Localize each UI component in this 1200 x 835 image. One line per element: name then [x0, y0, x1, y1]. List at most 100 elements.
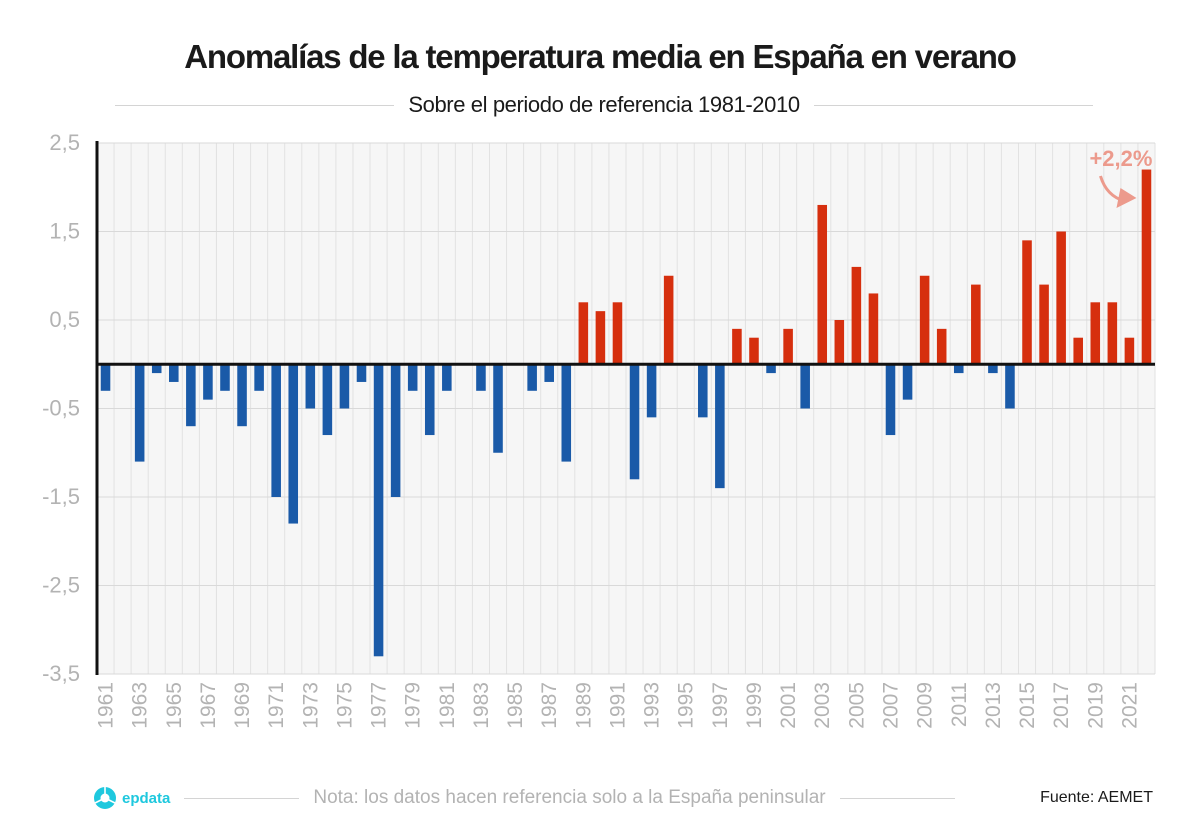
bar-2008: [902, 364, 913, 400]
x-tick-label: 1997: [709, 682, 732, 729]
bar-1984: [493, 364, 503, 453]
bar-1967: [203, 364, 213, 400]
x-tick-label: 1985: [504, 682, 527, 729]
x-tick-label: 2009: [914, 682, 937, 729]
bar-1968: [220, 364, 230, 391]
bar-1980: [424, 364, 435, 436]
x-tick-label: 2013: [982, 682, 1005, 729]
subtitle-row: Sobre el periodo de referencia 1981-2010: [115, 90, 1094, 120]
bar-2014: [1005, 364, 1015, 409]
y-tick-label: 1,5: [49, 219, 80, 244]
bar-1992: [629, 364, 640, 480]
bar-1981: [442, 364, 452, 391]
bar-1988: [561, 364, 572, 462]
bar-2016: [1039, 284, 1049, 365]
bar-1976: [356, 364, 367, 382]
x-tick-label: 1999: [743, 682, 766, 729]
bar-2000: [766, 364, 776, 374]
bar-1983: [476, 364, 486, 391]
bar-2002: [800, 364, 810, 409]
x-tick-label: 1967: [197, 682, 220, 729]
bar-1964: [151, 364, 162, 374]
bar-1979: [407, 364, 418, 391]
bar-1993: [646, 364, 657, 418]
x-tick-label: 1993: [641, 682, 664, 729]
bar-2012: [971, 284, 981, 365]
bar-1997: [715, 364, 725, 489]
bar-1978: [390, 364, 401, 497]
bar-2019: [1090, 302, 1101, 365]
x-tick-label: 1963: [129, 682, 152, 729]
bar-1974: [322, 364, 333, 436]
bar-2020: [1107, 302, 1118, 365]
x-tick-label: 2011: [948, 682, 971, 727]
source-label: Fuente: AEMET: [1040, 789, 1153, 806]
x-tick-label: 2007: [880, 682, 903, 729]
bar-1973: [305, 364, 316, 409]
bar-2004: [834, 320, 845, 365]
x-tick-label: 1995: [675, 682, 698, 729]
bar-2017: [1056, 231, 1066, 365]
bar-1990: [595, 311, 606, 365]
bar-1989: [578, 302, 589, 365]
x-tick-label: 2015: [1016, 682, 1039, 729]
chart-title: Anomalías de la temperatura media en Esp…: [184, 38, 1017, 75]
bar-2003: [817, 204, 828, 365]
bar-1994: [663, 275, 674, 365]
x-tick-label: 2017: [1050, 682, 1073, 729]
bar-1972: [288, 364, 299, 524]
y-tick-label: 0,5: [49, 307, 80, 332]
x-tick-label: 1983: [470, 682, 493, 729]
x-tick-label: 2001: [777, 682, 800, 729]
bar-1971: [271, 364, 281, 497]
epdata-logo-icon: [94, 786, 116, 809]
bar-1970: [254, 364, 264, 391]
x-tick-label: 1975: [333, 682, 356, 729]
y-tick-label: -1,5: [42, 484, 80, 509]
x-tick-label: 1989: [572, 682, 595, 729]
bar-2001: [783, 328, 793, 365]
bar-1969: [237, 364, 247, 427]
footer: epdata Nota: los datos hacen referencia …: [93, 784, 1153, 812]
bar-1999: [749, 337, 759, 365]
bar-2009: [919, 275, 930, 365]
chart-subtitle: Sobre el periodo de referencia 1981-2010: [408, 92, 800, 117]
y-tick-label: -2,5: [42, 573, 80, 598]
y-tick-label: -0,5: [42, 396, 80, 421]
bar-2018: [1073, 337, 1083, 365]
x-tick-label: 1979: [402, 682, 425, 729]
footnote: Nota: los datos hacen referencia solo a …: [313, 787, 826, 808]
bar-2007: [885, 364, 896, 436]
bar-1961: [100, 364, 111, 391]
bar-2015: [1022, 240, 1032, 365]
bar-1991: [612, 302, 623, 365]
bar-2006: [868, 293, 879, 365]
x-tick-label: 1973: [299, 682, 322, 729]
bar-1986: [527, 364, 537, 391]
bar-1965: [169, 364, 179, 382]
x-tick-label: 1987: [538, 682, 561, 729]
annotation-label: +2,2%: [1089, 146, 1152, 171]
bar-2022: [1141, 169, 1152, 365]
subtitle-divider-right: [813, 104, 1094, 106]
footer-divider-right: [839, 797, 955, 799]
bar-2021: [1124, 337, 1135, 365]
subtitle-divider-left: [115, 104, 395, 106]
bar-2011: [953, 364, 964, 374]
x-tick-label: 1981: [436, 682, 459, 729]
x-tick-label: 1969: [231, 682, 254, 729]
bar-1996: [698, 364, 708, 418]
x-tick-label: 2005: [845, 682, 868, 729]
bar-2010: [936, 328, 947, 365]
footer-divider-left: [184, 797, 300, 799]
x-tick-label: 1991: [606, 682, 629, 729]
x-tick-label: 1965: [163, 682, 186, 729]
bar-1963: [134, 364, 145, 462]
x-tick-label: 1961: [95, 682, 118, 729]
x-tick-label: 2019: [1084, 682, 1107, 729]
bar-1998: [732, 328, 742, 365]
y-tick-label: -3,5: [42, 661, 80, 686]
epdata-logo[interactable]: epdata: [93, 786, 170, 810]
bar-1977: [373, 364, 384, 657]
